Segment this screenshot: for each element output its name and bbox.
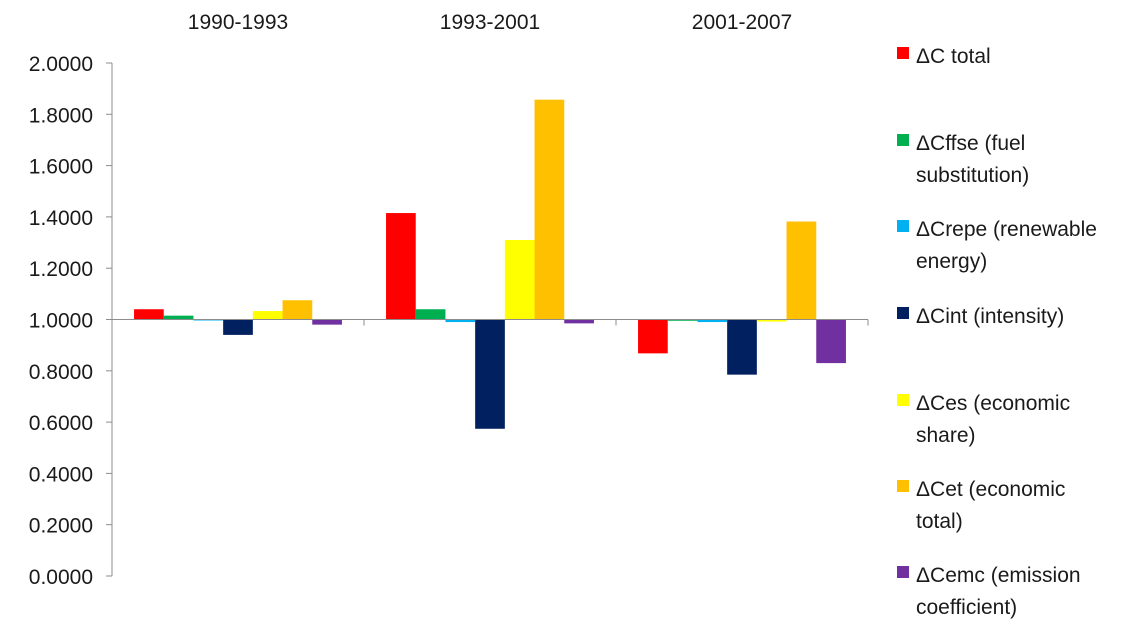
legend-item: ΔCrepe (renewable energy) [897,214,1097,278]
legend-label-line: energy) [916,250,988,273]
legend-item: ΔCet (economic total) [897,474,1065,538]
bar [163,315,194,320]
bars [134,99,846,429]
bar [727,319,757,375]
bar [386,213,416,320]
legend-swatch [897,307,909,319]
x-axis-category-labels: 1990-1993 1993-2001 2001-2007 [188,11,792,34]
legend-label-line: substitution) [916,164,1030,187]
bar [667,319,698,321]
y-tick-label: 1.8000 [29,104,93,127]
legend-label: ΔCffse (fuel substitution) [916,128,1029,192]
x-category-label: 1990-1993 [188,11,288,34]
legend-label: ΔCes (economic share) [916,388,1070,452]
bar [134,309,164,320]
y-tick-label: 1.4000 [29,207,93,230]
bar [534,99,565,320]
y-tick-label: 1.2000 [29,258,93,281]
legend-label: ΔCemc (emission coefficient) [916,560,1081,624]
bar [638,319,668,354]
legend-item: ΔC total [897,41,991,73]
legend-item: ΔCffse (fuel substitution) [897,128,1029,192]
bar [252,311,283,320]
y-tick-label: 0.0000 [29,566,93,589]
bar [816,319,846,364]
bar [697,319,728,323]
bar [475,319,505,429]
legend-label: ΔCint (intensity) [916,301,1064,333]
bar [445,319,476,323]
legend-item: ΔCes (economic share) [897,388,1070,452]
legend-label-line: ΔCffse (fuel [916,132,1026,155]
legend-swatch [897,394,909,406]
axes [111,63,869,576]
legend-swatch [897,47,909,59]
bar [756,319,787,322]
bar [415,309,446,320]
legend-label: ΔCet (economic total) [916,474,1065,538]
legend-item: ΔCemc (emission coefficient) [897,560,1081,624]
bar [282,300,313,320]
legend-swatch [897,480,909,492]
y-axis-ticks: 0.0000 0.2000 0.4000 0.6000 0.8000 1.0000 1.20… [29,53,112,589]
bar [504,239,535,320]
bar [312,319,342,325]
bar [786,221,817,320]
x-category-label: 2001-2007 [692,11,792,34]
legend-label-line: coefficient) [916,596,1018,619]
legend-label-line: ΔCint (intensity) [916,305,1065,328]
bar [564,319,594,324]
legend-swatch [897,566,909,578]
legend-swatch [897,134,909,146]
y-tick-label: 0.4000 [29,463,93,486]
legend: ΔC total ΔCffse (fuel substitution) ΔCrepe … [897,0,1137,622]
legend-label-line: total) [916,510,963,533]
legend-label-line: ΔCrepe (renewable [916,218,1097,241]
legend-label-line: ΔCet (economic [916,478,1066,501]
bar [223,319,253,335]
legend-label-line: ΔCes (economic [916,392,1071,415]
x-category-label: 1993-2001 [440,11,540,34]
legend-swatch [897,220,909,232]
legend-label-line: ΔC total [916,45,991,68]
legend-label: ΔCrepe (renewable energy) [916,214,1097,278]
bar-chart: 0.0000 0.2000 0.4000 0.6000 0.8000 1.0000 1.20… [29,11,869,589]
y-tick-label: 0.8000 [29,361,93,384]
y-tick-label: 0.6000 [29,412,93,435]
legend-label: ΔC total [916,41,991,73]
y-tick-label: 2.0000 [29,53,93,76]
legend-item: ΔCint (intensity) [897,301,1064,333]
y-tick-label: 1.6000 [29,156,93,179]
y-tick-label: 0.2000 [29,515,93,538]
legend-label-line: share) [916,424,976,447]
legend-label-line: ΔCemc (emission [916,564,1081,587]
y-tick-label: 1.0000 [29,310,93,333]
